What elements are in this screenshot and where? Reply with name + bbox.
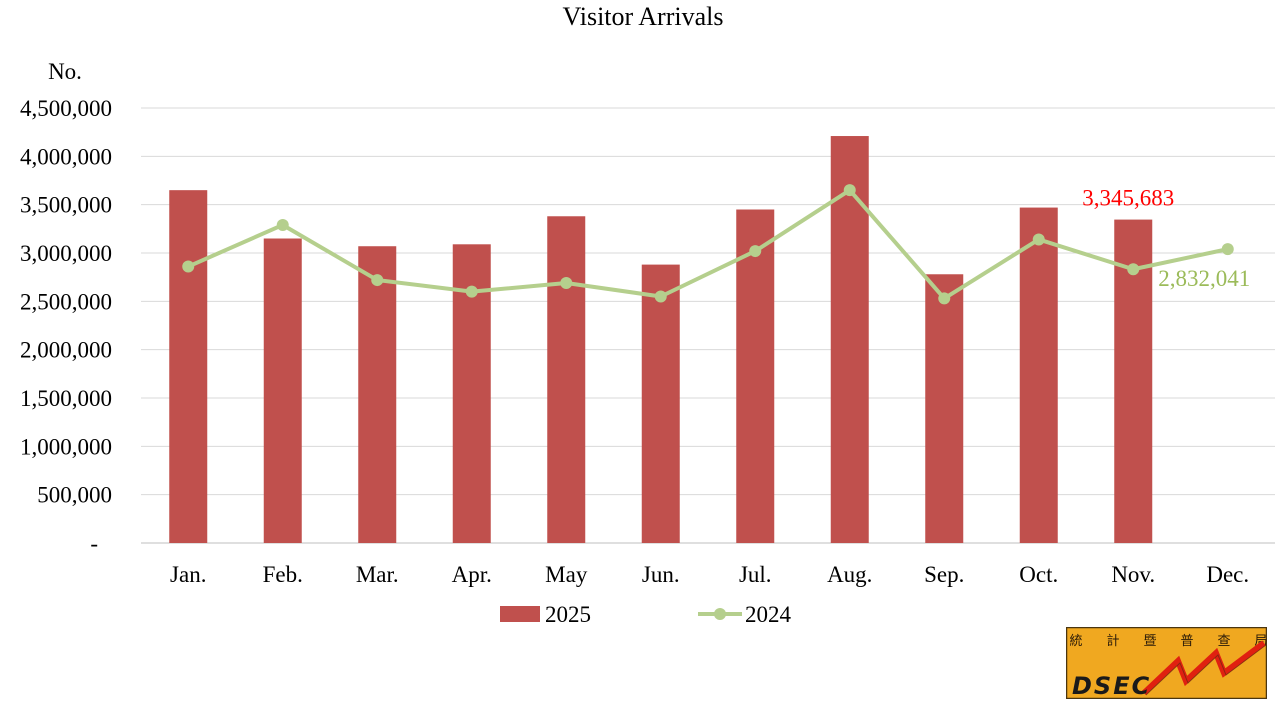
bar-2025 <box>263 238 302 543</box>
dsec-logo: 統計暨普查局 DSEC <box>1065 626 1268 700</box>
point-2024 <box>276 218 289 231</box>
x-tick-label: Mar. <box>356 562 399 587</box>
point-2024 <box>1221 243 1234 256</box>
line-data-label: 2,832,041 <box>1158 266 1250 291</box>
legend-label-2024: 2024 <box>745 602 792 627</box>
bar-2025 <box>358 246 397 543</box>
y-tick-label: 1,500,000 <box>20 386 112 411</box>
bar-data-label: 3,345,683 <box>1082 186 1174 211</box>
x-tick-label: Jul. <box>739 562 772 587</box>
y-tick-label: 2,500,000 <box>20 289 112 314</box>
line-2024 <box>187 188 1229 301</box>
point-2024 <box>1127 263 1140 276</box>
y-tick-label: 500,000 <box>37 483 112 508</box>
bar-2025 <box>1019 207 1058 544</box>
logo-zigzag-shadow <box>1145 644 1267 696</box>
logo-dsec-text: DSEC <box>1072 672 1151 699</box>
point-2024 <box>749 245 762 258</box>
x-tick-label: Oct. <box>1019 562 1058 587</box>
logo-zigzag-mark <box>1141 640 1266 696</box>
logo-char: 普 <box>1180 634 1193 649</box>
data-labels: 3,345,683 2,832,041 <box>1082 186 1250 292</box>
legend: 2025 2024 <box>500 602 792 627</box>
bar-2025 <box>925 274 964 543</box>
y-axis-label: No. <box>48 59 82 84</box>
x-tick-label: Apr. <box>452 562 492 587</box>
point-2024 <box>560 276 573 289</box>
point-2024 <box>938 292 951 305</box>
point-2024 <box>843 184 856 197</box>
x-tick-labels: Jan. Feb. Mar. Apr. May Jun. Jul. Aug. Sep. Oct. N… <box>170 562 1249 587</box>
x-tick-label: Aug. <box>827 562 872 587</box>
x-tick-label: Dec. <box>1206 562 1249 587</box>
bar-series-2025 <box>169 136 1153 544</box>
y-tick-label: 3,000,000 <box>20 241 112 266</box>
x-tick-label: Sep. <box>924 562 964 587</box>
y-tick-labels: - 500,000 1,000,000 1,500,000 2,000,000 2,500… <box>20 96 112 556</box>
x-tick-label: Jun. <box>642 562 680 587</box>
bar-2025 <box>736 209 775 543</box>
y-tick-label: 4,500,000 <box>20 96 112 121</box>
point-2024 <box>654 290 667 303</box>
legend-label-2025: 2025 <box>545 602 591 627</box>
x-tick-label: Jan. <box>170 562 206 587</box>
logo-char: 查 <box>1217 634 1230 649</box>
legend-marker-2024 <box>714 608 726 620</box>
y-tick-label: 4,000,000 <box>20 144 112 169</box>
y-tick-label: 2,000,000 <box>20 338 112 363</box>
logo-chinese-characters: 統計暨普查局 <box>1069 633 1267 649</box>
y-tick-label: - <box>90 531 98 556</box>
point-2024 <box>1032 233 1045 246</box>
x-tick-label: May <box>545 562 588 587</box>
point-2024 <box>465 285 478 298</box>
dsec-logo-graphic: 統計暨普查局 DSEC <box>1065 626 1268 700</box>
chart-title: Visitor Arrivals <box>563 2 724 31</box>
x-tick-label: Nov. <box>1111 562 1155 587</box>
line-series-2024 <box>182 184 1234 305</box>
logo-char: 暨 <box>1143 634 1156 649</box>
legend-swatch-2025 <box>500 606 540 622</box>
point-2024 <box>371 274 384 287</box>
bar-2025 <box>641 264 680 543</box>
bar-2025 <box>169 190 208 543</box>
y-tick-label: 1,000,000 <box>20 434 112 459</box>
point-2024 <box>182 260 195 273</box>
logo-char: 統 <box>1069 634 1082 649</box>
gridlines <box>141 107 1275 544</box>
x-tick-label: Feb. <box>263 562 303 587</box>
logo-char: 計 <box>1106 633 1119 649</box>
bar-2025 <box>547 216 586 543</box>
y-tick-label: 3,500,000 <box>20 193 112 218</box>
